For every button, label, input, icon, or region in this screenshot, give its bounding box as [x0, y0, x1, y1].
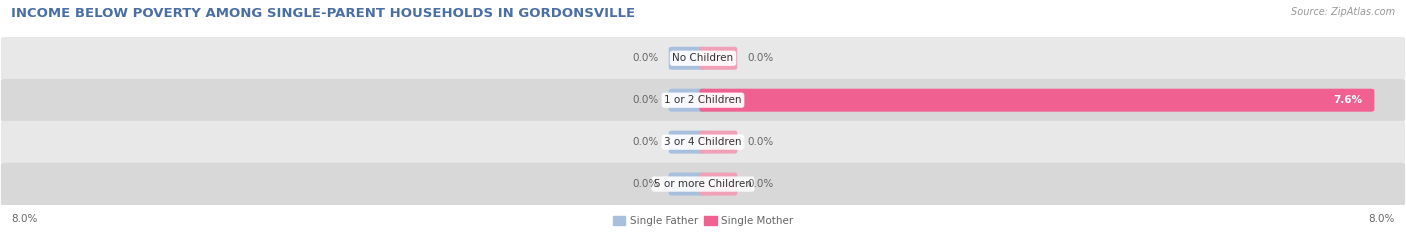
Text: No Children: No Children	[672, 53, 734, 63]
Text: 0.0%: 0.0%	[633, 137, 659, 147]
FancyBboxPatch shape	[1, 163, 1405, 205]
FancyBboxPatch shape	[700, 131, 737, 154]
Text: 0.0%: 0.0%	[747, 179, 773, 189]
Text: 0.0%: 0.0%	[633, 53, 659, 63]
FancyBboxPatch shape	[1, 79, 1405, 121]
Text: 0.0%: 0.0%	[747, 137, 773, 147]
Legend: Single Father, Single Mother: Single Father, Single Mother	[609, 212, 797, 230]
FancyBboxPatch shape	[700, 89, 1375, 112]
Text: INCOME BELOW POVERTY AMONG SINGLE-PARENT HOUSEHOLDS IN GORDONSVILLE: INCOME BELOW POVERTY AMONG SINGLE-PARENT…	[11, 7, 636, 20]
FancyBboxPatch shape	[1, 121, 1405, 163]
Text: 1 or 2 Children: 1 or 2 Children	[664, 95, 742, 105]
FancyBboxPatch shape	[1, 37, 1405, 79]
Text: 0.0%: 0.0%	[633, 95, 659, 105]
FancyBboxPatch shape	[669, 47, 707, 70]
Text: 7.6%: 7.6%	[1333, 95, 1362, 105]
FancyBboxPatch shape	[700, 47, 737, 70]
FancyBboxPatch shape	[700, 173, 737, 195]
FancyBboxPatch shape	[669, 89, 707, 112]
Text: 8.0%: 8.0%	[1368, 214, 1395, 224]
Text: 0.0%: 0.0%	[747, 53, 773, 63]
Text: Source: ZipAtlas.com: Source: ZipAtlas.com	[1291, 7, 1395, 17]
Text: 0.0%: 0.0%	[633, 179, 659, 189]
Text: 8.0%: 8.0%	[11, 214, 38, 224]
FancyBboxPatch shape	[669, 173, 707, 195]
Text: 5 or more Children: 5 or more Children	[654, 179, 752, 189]
FancyBboxPatch shape	[669, 131, 707, 154]
Text: 3 or 4 Children: 3 or 4 Children	[664, 137, 742, 147]
